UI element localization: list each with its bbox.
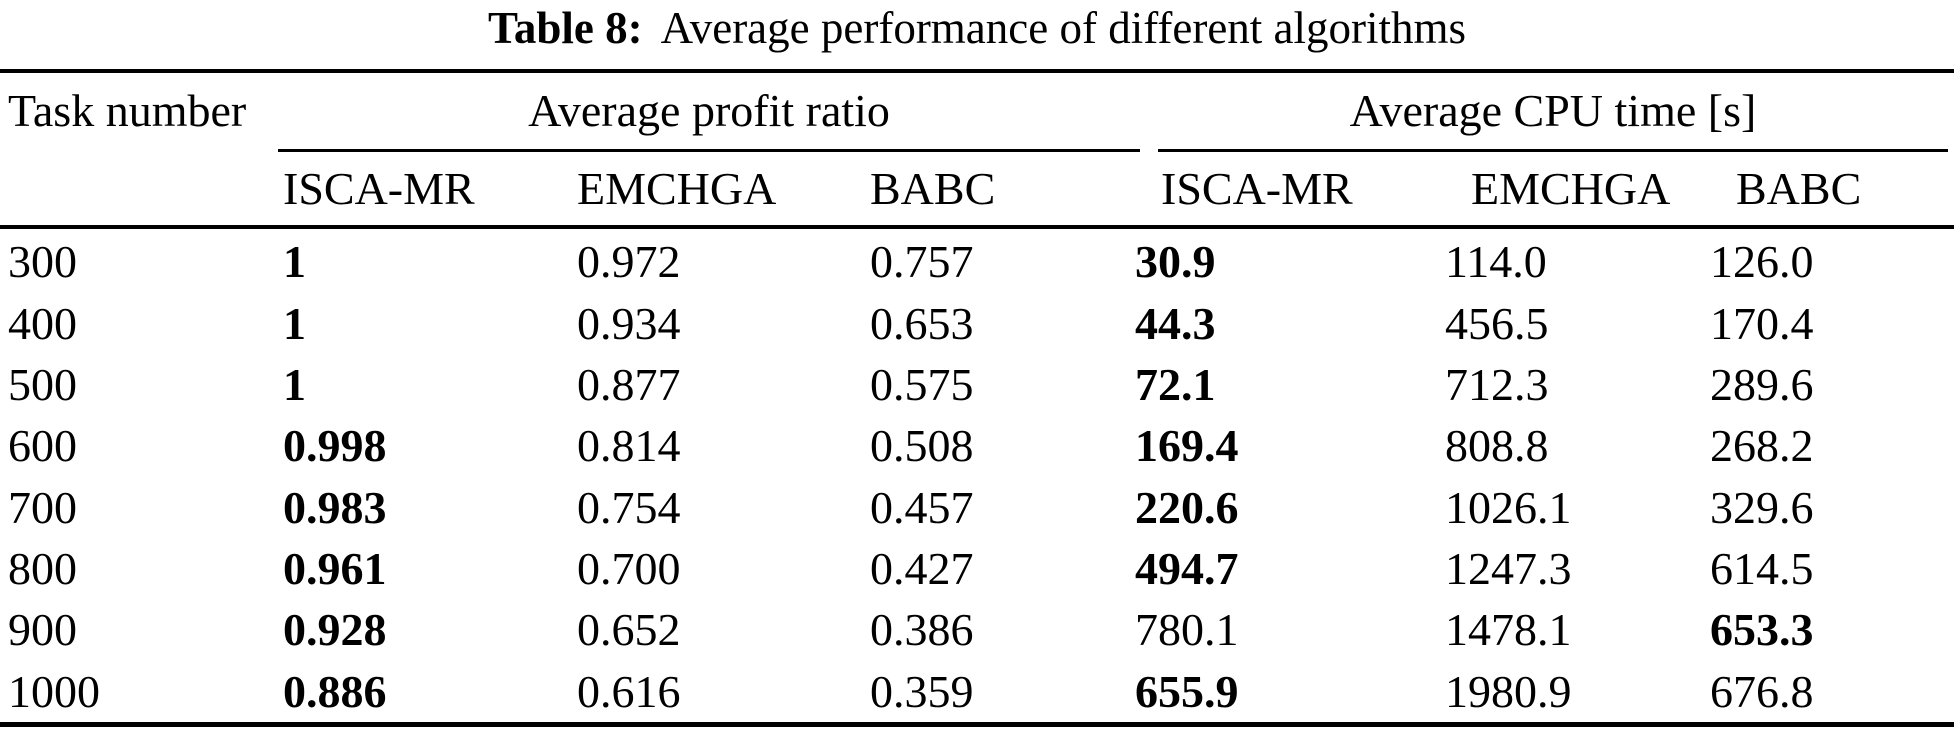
header-rule	[0, 225, 1954, 229]
cell-cpu-babc: 126.0	[1710, 236, 1814, 288]
table-row: 600 0.998 0.814 0.508 169.4 808.8 268.2	[0, 415, 1954, 476]
cell-cpu-emchga: 1980.9	[1445, 665, 1572, 717]
top-rule	[0, 69, 1954, 73]
cell-profit-isca-mr: 1	[283, 236, 306, 288]
cell-cpu-emchga: 456.5	[1445, 297, 1549, 349]
cell-cpu-babc: 676.8	[1710, 665, 1814, 717]
cell-cpu-isca-mr: 494.7	[1135, 543, 1239, 595]
cell-profit-babc: 0.757	[870, 236, 974, 288]
table-row: 1000 0.886 0.616 0.359 655.9 1980.9 676.…	[0, 661, 1954, 722]
cell-cpu-isca-mr: 169.4	[1135, 420, 1239, 472]
cell-cpu-isca-mr: 220.6	[1135, 481, 1239, 533]
cell-task-number: 300	[8, 236, 77, 288]
cell-cpu-isca-mr: 72.1	[1135, 358, 1216, 410]
cell-cpu-emchga: 808.8	[1445, 420, 1549, 472]
cell-task-number: 800	[8, 543, 77, 595]
subheader-empty	[0, 162, 283, 215]
cell-cpu-emchga: 1247.3	[1445, 543, 1572, 595]
cell-task-number: 600	[8, 420, 77, 472]
cell-profit-emchga: 0.972	[577, 236, 681, 288]
cell-profit-isca-mr: 0.928	[283, 604, 387, 656]
cell-profit-emchga: 0.814	[577, 420, 681, 472]
cell-cpu-emchga: 114.0	[1445, 236, 1547, 288]
cell-profit-isca-mr: 0.961	[283, 543, 387, 595]
table-row: 500 1 0.877 0.575 72.1 712.3 289.6	[0, 354, 1954, 415]
subheader-profit-babc: BABC	[870, 163, 996, 214]
cell-cpu-babc: 614.5	[1710, 543, 1814, 595]
table-row: 700 0.983 0.754 0.457 220.6 1026.1 329.6	[0, 477, 1954, 538]
subheader-profit-emchga: EMCHGA	[577, 163, 777, 214]
cell-profit-babc: 0.653	[870, 297, 974, 349]
cell-profit-emchga: 0.616	[577, 665, 681, 717]
column-header-task: Task number	[8, 85, 247, 136]
cell-profit-isca-mr: 0.983	[283, 481, 387, 533]
cell-profit-isca-mr: 0.998	[283, 420, 387, 472]
cell-profit-babc: 0.359	[870, 665, 974, 717]
cell-profit-emchga: 0.754	[577, 481, 681, 533]
cell-task-number: 700	[8, 481, 77, 533]
cell-profit-emchga: 0.877	[577, 358, 681, 410]
table-caption-text: Average performance of different algorit…	[660, 3, 1467, 53]
group-header-profit: Average profit ratio	[528, 85, 890, 136]
table-row: 400 1 0.934 0.653 44.3 456.5 170.4	[0, 292, 1954, 353]
bottom-rule	[0, 722, 1954, 727]
cell-cpu-babc: 268.2	[1710, 420, 1814, 472]
cell-profit-babc: 0.386	[870, 604, 974, 656]
table-body: 300 1 0.972 0.757 30.9 114.0 126.0 400 1…	[0, 231, 1954, 722]
table-caption: Table 8: Average performance of different…	[0, 2, 1954, 54]
cell-cpu-babc: 653.3	[1710, 604, 1814, 656]
cell-task-number: 1000	[8, 665, 100, 717]
cell-cpu-emchga: 1478.1	[1445, 604, 1572, 656]
cell-cpu-babc: 289.6	[1710, 358, 1814, 410]
cell-cpu-emchga: 712.3	[1445, 358, 1549, 410]
table-row: 900 0.928 0.652 0.386 780.1 1478.1 653.3	[0, 599, 1954, 660]
cell-cpu-babc: 170.4	[1710, 297, 1814, 349]
subheader-cpu-babc: BABC	[1736, 163, 1862, 214]
profit-group-underline	[278, 149, 1140, 152]
subheader-cpu-emchga: EMCHGA	[1471, 163, 1671, 214]
cell-cpu-isca-mr: 44.3	[1135, 297, 1216, 349]
group-header-cpu: Average CPU time [s]	[1349, 85, 1757, 136]
subheader-cpu-isca-mr: ISCA-MR	[1161, 163, 1353, 214]
cell-cpu-babc: 329.6	[1710, 481, 1814, 533]
cell-profit-babc: 0.508	[870, 420, 974, 472]
cell-profit-babc: 0.427	[870, 543, 974, 595]
subheader-profit-isca-mr: ISCA-MR	[283, 163, 475, 214]
cell-task-number: 400	[8, 297, 77, 349]
cell-profit-babc: 0.457	[870, 481, 974, 533]
table-caption-label: Table 8:	[487, 3, 643, 53]
cell-profit-isca-mr: 0.886	[283, 665, 387, 717]
cell-cpu-emchga: 1026.1	[1445, 481, 1572, 533]
table-row: 800 0.961 0.700 0.427 494.7 1247.3 614.5	[0, 538, 1954, 599]
cell-profit-emchga: 0.934	[577, 297, 681, 349]
cell-cpu-isca-mr: 780.1	[1135, 604, 1239, 656]
cpu-group-underline	[1158, 149, 1948, 152]
cell-cpu-isca-mr: 655.9	[1135, 665, 1239, 717]
cell-cpu-isca-mr: 30.9	[1135, 236, 1216, 288]
cell-profit-isca-mr: 1	[283, 297, 306, 349]
cell-task-number: 500	[8, 358, 77, 410]
cell-task-number: 900	[8, 604, 77, 656]
subheader-row: ISCA-MR EMCHGA BABC ISCA-MR EMCHGA BABC	[0, 162, 1954, 215]
cell-profit-babc: 0.575	[870, 358, 974, 410]
table-row: 300 1 0.972 0.757 30.9 114.0 126.0	[0, 231, 1954, 292]
cell-profit-emchga: 0.700	[577, 543, 681, 595]
cell-profit-isca-mr: 1	[283, 358, 306, 410]
cell-profit-emchga: 0.652	[577, 604, 681, 656]
